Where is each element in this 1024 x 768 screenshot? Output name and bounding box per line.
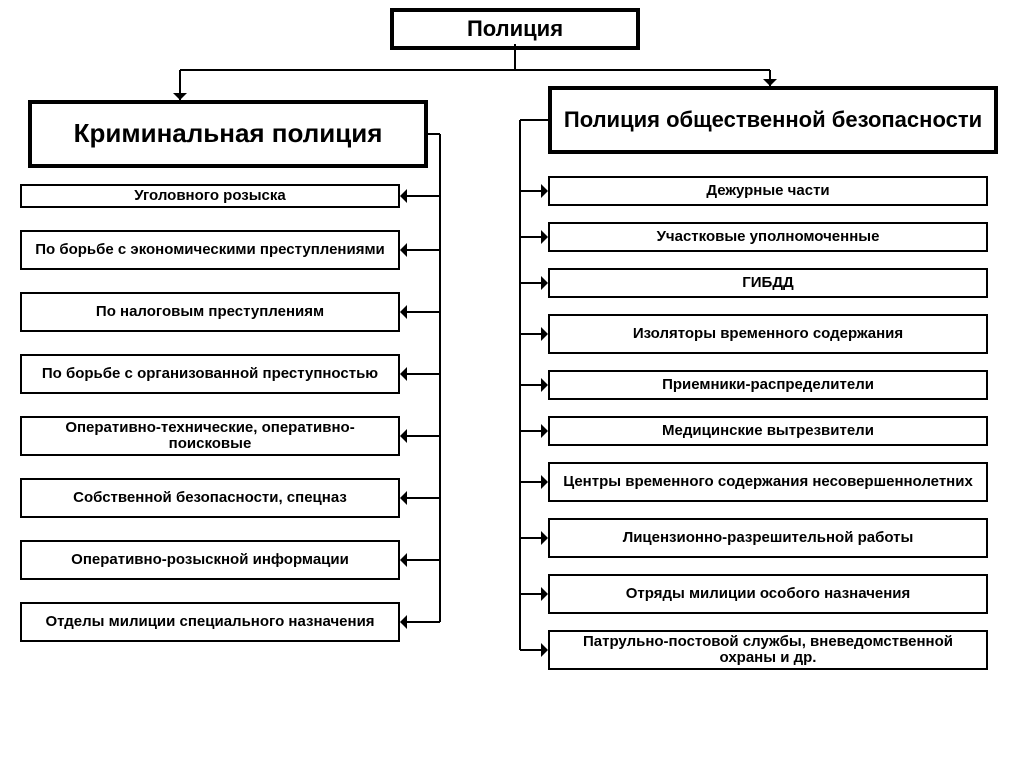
right-item-6: Центры временного содержания несовершенн… <box>548 462 988 502</box>
left-item-label-7: Отделы милиции специального назначения <box>45 614 374 631</box>
right-item-label-7: Лицензионно-разрешительной работы <box>623 530 914 547</box>
left-item-2: По налоговым преступлениям <box>20 292 400 332</box>
right-item-9: Патрульно-постовой службы, вневедомствен… <box>548 630 988 670</box>
right-item-label-8: Отряды милиции особого назначения <box>626 586 911 603</box>
root-node: Полиция <box>390 8 640 50</box>
left-item-label-6: Оперативно-розыскной информации <box>71 552 349 569</box>
left-item-7: Отделы милиции специального назначения <box>20 602 400 642</box>
left-item-1: По борьбе с экономическими преступлениям… <box>20 230 400 270</box>
right-item-3: Изоляторы временного содержания <box>548 314 988 354</box>
left-item-label-5: Собственной безопасности, спецназ <box>73 490 347 507</box>
right-item-1: Участковые уполномоченные <box>548 222 988 252</box>
right-item-label-0: Дежурные части <box>706 183 829 200</box>
right-item-label-2: ГИБДД <box>742 275 793 292</box>
right-item-label-4: Приемники-распределители <box>662 377 874 394</box>
left-branch-title: Криминальная полиция <box>74 119 383 149</box>
left-item-5: Собственной безопасности, спецназ <box>20 478 400 518</box>
right-branch-title: Полиция общественной безопасности <box>564 107 982 132</box>
left-branch-title-box: Криминальная полиция <box>28 100 428 168</box>
root-label: Полиция <box>467 16 563 41</box>
right-item-label-5: Медицинские вытрезвители <box>662 423 874 440</box>
right-item-7: Лицензионно-разрешительной работы <box>548 518 988 558</box>
right-item-5: Медицинские вытрезвители <box>548 416 988 446</box>
right-item-label-1: Участковые уполномоченные <box>657 229 880 246</box>
left-item-label-2: По налоговым преступлениям <box>96 304 324 321</box>
left-item-label-1: По борьбе с экономическими преступлениям… <box>35 242 385 259</box>
left-item-0: Уголовного розыска <box>20 184 400 208</box>
left-item-4: Оперативно-технические, оперативно-поиск… <box>20 416 400 456</box>
right-item-label-3: Изоляторы временного содержания <box>633 326 903 343</box>
right-item-2: ГИБДД <box>548 268 988 298</box>
left-item-label-0: Уголовного розыска <box>134 188 286 205</box>
right-branch-title-box: Полиция общественной безопасности <box>548 86 998 154</box>
right-item-4: Приемники-распределители <box>548 370 988 400</box>
right-item-8: Отряды милиции особого назначения <box>548 574 988 614</box>
left-item-label-4: Оперативно-технические, оперативно-поиск… <box>28 420 392 453</box>
left-item-6: Оперативно-розыскной информации <box>20 540 400 580</box>
right-item-0: Дежурные части <box>548 176 988 206</box>
left-item-3: По борьбе с организованной преступностью <box>20 354 400 394</box>
right-item-label-6: Центры временного содержания несовершенн… <box>563 474 973 491</box>
right-item-label-9: Патрульно-постовой службы, вневедомствен… <box>556 634 980 667</box>
left-item-label-3: По борьбе с организованной преступностью <box>42 366 378 383</box>
